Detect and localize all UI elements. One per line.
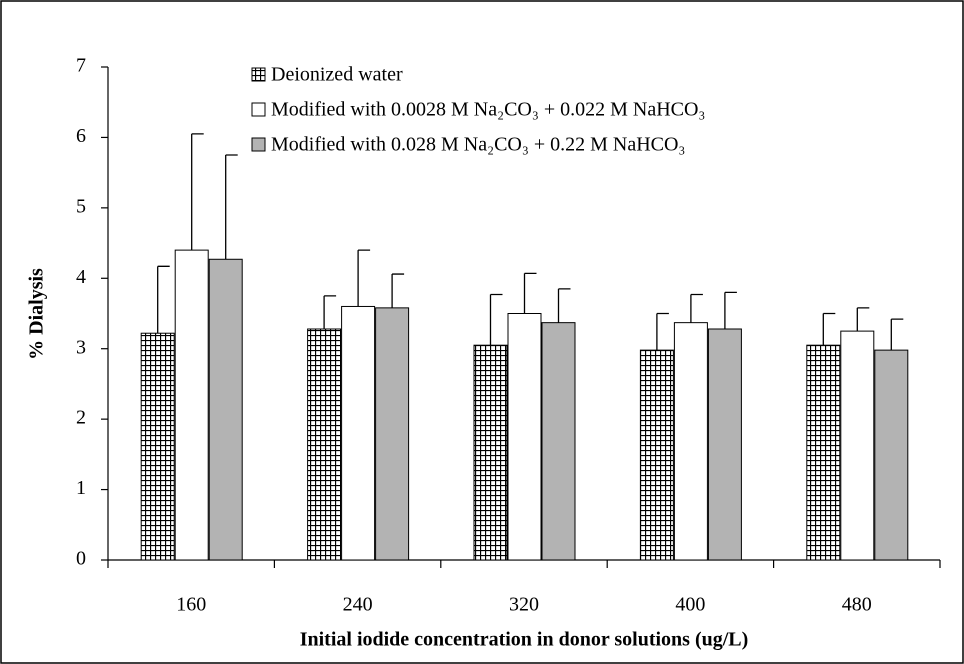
error-bar xyxy=(856,307,870,332)
error-bar xyxy=(690,293,703,323)
error-bar xyxy=(157,265,170,334)
bar xyxy=(341,305,376,561)
error-bar xyxy=(822,312,836,346)
bar xyxy=(307,328,342,561)
error-bar xyxy=(523,272,537,314)
error-bar xyxy=(724,291,737,329)
legend-label: Deionized water xyxy=(271,64,403,86)
bar xyxy=(541,322,576,561)
error-bar xyxy=(323,295,337,329)
bar xyxy=(874,349,909,561)
y-tick-label: 3 xyxy=(76,336,86,358)
bar xyxy=(673,322,708,561)
y-tick-label: 4 xyxy=(76,266,86,288)
x-axis-title: Initial iodide concentration in donor so… xyxy=(300,629,749,651)
bar xyxy=(507,313,542,561)
bar xyxy=(208,258,243,561)
x-tick-label: 400 xyxy=(675,594,705,616)
bar xyxy=(174,249,209,561)
error-bar xyxy=(225,154,238,260)
error-bar xyxy=(890,318,904,351)
error-bar xyxy=(191,133,204,251)
bar xyxy=(375,307,410,561)
x-tick-label: 160 xyxy=(176,594,206,616)
legend-swatch xyxy=(251,102,266,117)
error-bar xyxy=(656,312,669,351)
y-tick-label: 1 xyxy=(76,477,86,499)
error-bar xyxy=(357,249,371,307)
y-tick-label: 6 xyxy=(76,125,86,147)
y-tick-label: 5 xyxy=(76,195,86,217)
bar xyxy=(707,328,742,561)
x-tick-label: 320 xyxy=(509,594,539,616)
legend-label: Modified with 0.028 M Na₂CO₃ + 0.22 M Na… xyxy=(271,134,685,156)
bar xyxy=(140,332,175,561)
y-axis-title: % Dialysis xyxy=(26,268,48,360)
y-tick-label: 7 xyxy=(76,55,86,77)
legend-label: Modified with 0.0028 M Na₂CO₃ + 0.022 M … xyxy=(271,99,705,121)
bar xyxy=(473,344,508,561)
y-tick-label: 2 xyxy=(76,407,86,429)
legend-swatch xyxy=(251,137,266,152)
error-bar xyxy=(557,288,571,323)
error-bar xyxy=(391,273,405,308)
y-tick-label: 0 xyxy=(76,548,86,570)
x-tick-label: 480 xyxy=(842,594,872,616)
bar xyxy=(639,349,674,561)
bar xyxy=(840,330,875,561)
bar xyxy=(806,344,841,561)
x-tick-label: 240 xyxy=(343,594,373,616)
error-bar xyxy=(489,293,503,346)
legend-swatch xyxy=(251,67,266,82)
